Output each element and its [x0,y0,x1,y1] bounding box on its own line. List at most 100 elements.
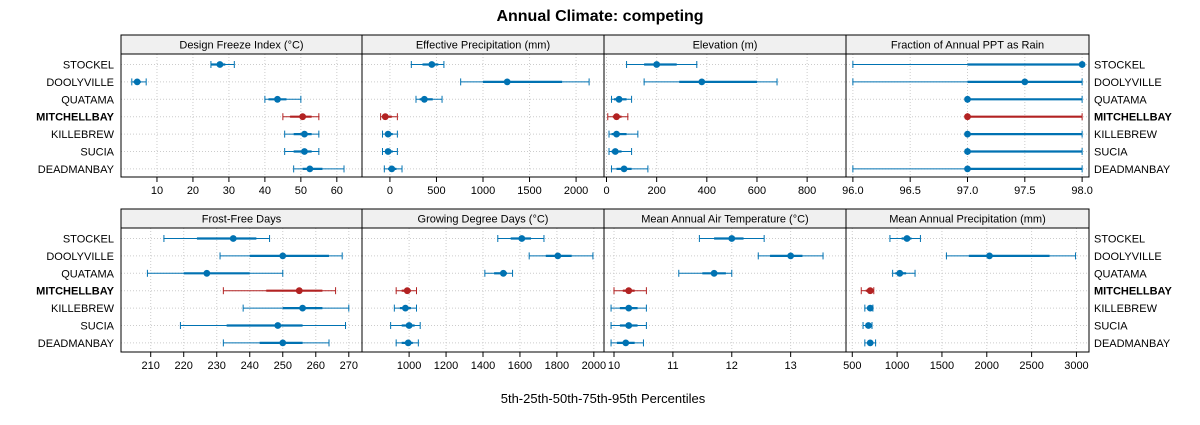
median-point [986,252,993,260]
median-point [299,113,307,121]
median-point [710,269,718,277]
median-point [295,287,303,295]
tick-label: 2000 [564,185,588,197]
tick-label: 2500 [1019,360,1043,372]
median-point [279,252,287,260]
data-mitchellbay [860,287,875,295]
data-quatama [611,95,633,103]
tick-label: 1200 [434,360,458,372]
tick-label: 40 [259,185,271,197]
data-deadmanbay [293,165,345,173]
panel-elevation-m: Elevation (m) 0 200 400 600 800 [603,34,847,197]
panel-title: Frost-Free Days [202,214,282,226]
site-label-left: STOCKEL [63,60,114,72]
median-point [866,304,874,312]
median-point [615,95,623,103]
median-point [964,130,971,138]
site-label-right: STOCKEL [1094,234,1145,246]
tick-label: 13 [785,360,797,372]
median-point [620,165,628,173]
data-sucia [610,322,647,329]
data-killebrew [242,304,350,312]
data-quatama [964,95,1083,103]
median-point [865,322,872,329]
tick-label: 20 [187,185,199,197]
median-point [301,130,308,138]
tick-label: 400 [698,185,716,197]
tick-label: 10 [608,360,620,372]
median-point [403,287,411,295]
median-point [1078,61,1086,68]
panel-frame [120,227,363,353]
tick-label: 500 [427,185,445,197]
tick-label: 98.0 [1071,185,1092,197]
median-point [1021,78,1029,86]
panel-frost-free-days: Frost-Free Days 210 220 230 240 250 260 270 [120,208,363,372]
tick-label: 11 [667,360,678,372]
data-stockel [626,61,698,68]
median-point [381,113,389,121]
data-killebrew [393,304,417,312]
data-killebrew [864,304,874,312]
site-label-left: QUATAMA [61,268,114,280]
median-point [728,235,736,242]
median-point [653,61,661,68]
data-mitchellbay [607,113,629,121]
panel-title: Elevation (m) [693,40,758,52]
data-quatama [892,269,916,277]
median-point [428,61,436,68]
panel-frame [845,53,1090,178]
data-stockel [889,235,921,242]
data-mitchellbay [964,113,1083,121]
data-deadmanbay [611,165,649,173]
data-sucia [608,148,633,155]
median-point [866,287,874,295]
site-label-right: STOCKEL [1094,60,1145,72]
data-quatama [264,95,302,103]
tick-label: 97.5 [1014,185,1035,197]
data-stockel [698,235,765,242]
tick-label: 210 [142,360,160,372]
tick-label: 200 [647,185,665,197]
data-doolyville [852,78,1083,86]
panel-frame [845,227,1090,353]
site-label-right: DEADMANBAY [1094,164,1171,176]
site-label-right: KILLEBREW [1094,129,1158,141]
median-point [405,322,413,329]
data-deadmanbay [852,165,1083,173]
data-stockel [410,61,445,68]
tick-label: 240 [241,360,259,372]
median-point [611,148,619,155]
panel-title: Mean Annual Precipitation (mm) [889,214,1046,226]
tick-label: 30 [223,185,235,197]
data-stockel [852,61,1086,68]
median-point [420,95,428,103]
data-stockel [497,235,545,242]
data-deadmanbay [222,339,330,347]
median-point [964,165,971,173]
median-point [613,113,620,121]
data-mitchellbay [613,287,647,295]
panel-title: Effective Precipitation (mm) [416,40,550,52]
site-label-left: SUCIA [80,321,114,333]
median-point [384,130,392,138]
median-point [503,78,511,86]
tick-label: 0 [387,185,393,197]
data-stockel [210,61,235,68]
median-point [388,165,396,173]
panel-title: Mean Annual Air Temperature (°C) [641,214,808,226]
median-point [384,148,392,155]
x-axis-label: 5th-25th-50th-75th-95th Percentiles [501,391,706,406]
tick-label: 1000 [471,185,495,197]
tick-label: 97.0 [957,185,978,197]
site-label-left: DOOLYVILLE [46,251,114,263]
data-mitchellbay [395,287,417,295]
site-label-right: QUATAMA [1094,94,1147,106]
panel-title: Design Freeze Index (°C) [179,40,303,52]
panel-frame [603,227,847,353]
tick-label: 1500 [930,360,954,372]
median-point [404,339,412,347]
data-quatama [484,269,514,277]
data-quatama [415,95,443,103]
median-point [301,148,308,155]
